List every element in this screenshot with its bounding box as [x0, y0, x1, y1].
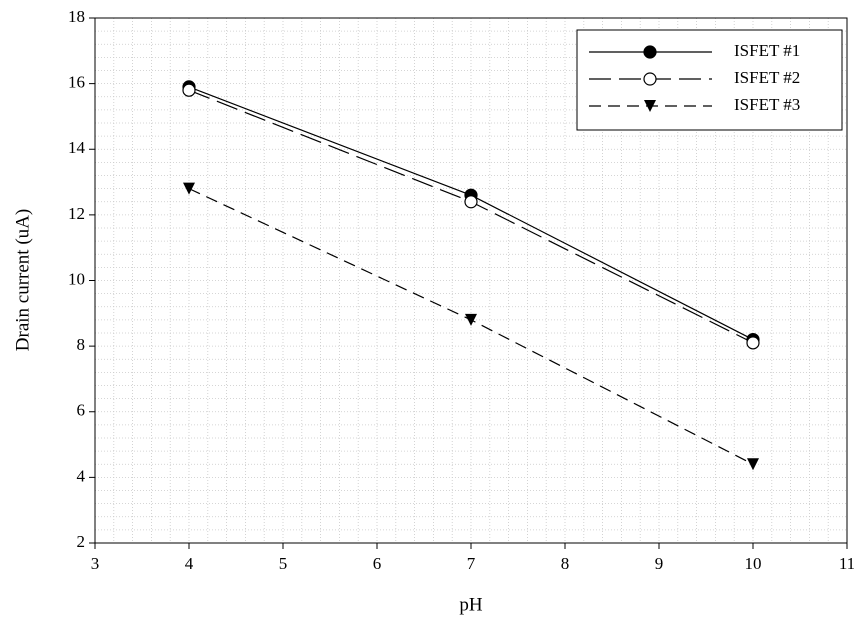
legend-label: ISFET #2	[734, 68, 800, 87]
marker	[183, 84, 195, 96]
marker	[183, 183, 195, 195]
marker	[465, 196, 477, 208]
x-tick-label: 6	[373, 554, 382, 573]
legend-marker	[644, 73, 656, 85]
y-tick-label: 18	[68, 7, 85, 26]
y-axis-label: Drain current (uA)	[12, 209, 33, 351]
x-tick-label: 10	[745, 554, 762, 573]
x-tick-label: 5	[279, 554, 288, 573]
y-tick-label: 6	[77, 401, 86, 420]
y-tick-label: 16	[68, 73, 85, 92]
legend-label: ISFET #3	[734, 95, 800, 114]
y-tick-label: 14	[68, 138, 86, 157]
legend-box	[577, 30, 842, 130]
legend-label: ISFET #1	[734, 41, 800, 60]
y-tick-label: 2	[77, 532, 86, 551]
x-tick-label: 7	[467, 554, 476, 573]
y-tick-label: 10	[68, 269, 85, 288]
x-tick-label: 11	[839, 554, 854, 573]
legend-marker	[644, 46, 656, 58]
x-tick-label: 8	[561, 554, 570, 573]
x-axis-label: pH	[459, 594, 483, 615]
y-tick-label: 12	[68, 204, 85, 223]
y-tick-label: 4	[77, 466, 86, 485]
marker	[465, 314, 477, 326]
y-tick-label: 8	[77, 335, 86, 354]
x-tick-label: 4	[185, 554, 194, 573]
marker	[747, 337, 759, 349]
chart: pH Drain current (uA) 3 4 5 6 7 8 9 10 11 2 4 6 8 10 1…	[0, 0, 854, 620]
marker	[747, 458, 759, 470]
x-tick-label: 9	[655, 554, 664, 573]
x-tick-label: 3	[91, 554, 100, 573]
series-line	[189, 189, 753, 465]
